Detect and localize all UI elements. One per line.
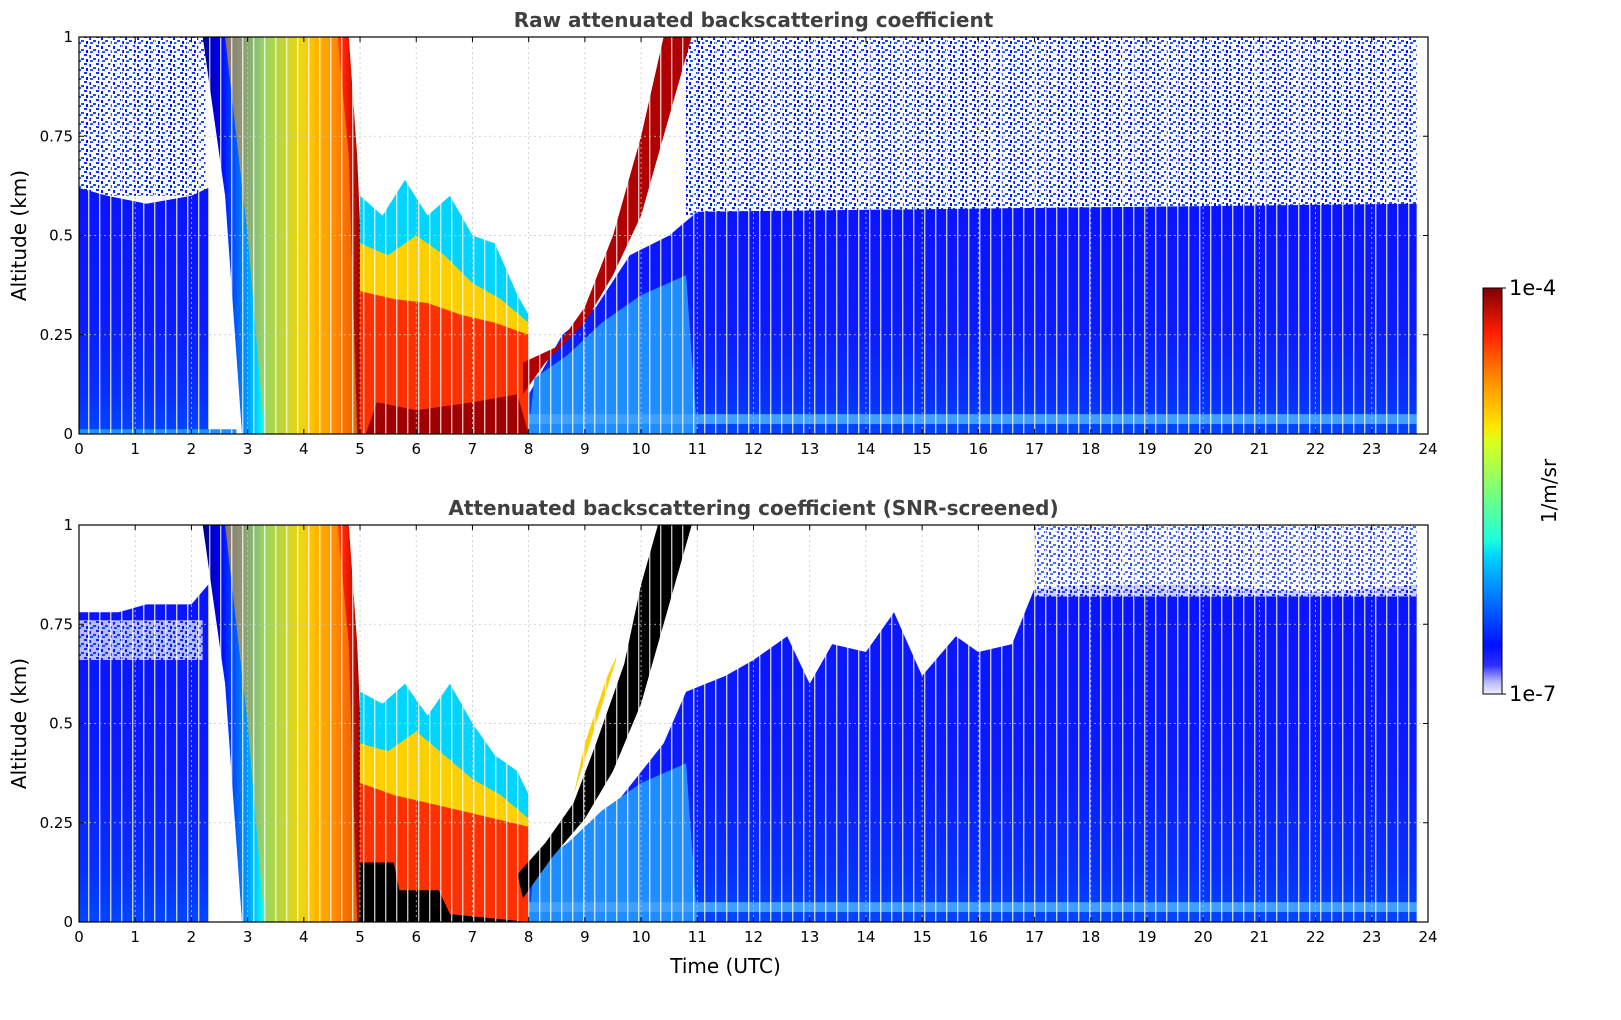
x-tick-label: 18 <box>1081 928 1100 946</box>
x-tick-label: 8 <box>524 440 534 458</box>
x-tick-label: 9 <box>580 440 590 458</box>
colorbar-min-label: 1e-7 <box>1509 682 1556 706</box>
x-tick-label: 24 <box>1418 440 1437 458</box>
x-tick-label: 24 <box>1418 928 1437 946</box>
x-tick-label: 11 <box>688 928 707 946</box>
x-tick-label: 10 <box>632 928 651 946</box>
y-tick-label: 1 <box>63 28 73 46</box>
grid <box>78 36 1429 435</box>
x-tick-label: 23 <box>1362 440 1381 458</box>
x-tick-label: 0 <box>74 440 84 458</box>
x-tick-label: 7 <box>468 928 478 946</box>
x-tick-label: 4 <box>299 440 309 458</box>
x-tick-label: 7 <box>468 440 478 458</box>
x-tick-label: 17 <box>1025 928 1044 946</box>
x-tick-label: 11 <box>688 440 707 458</box>
colorbar-max-label: 1e-4 <box>1509 276 1556 300</box>
y-tick-label: 0 <box>63 913 73 931</box>
x-tick-label: 1 <box>130 440 140 458</box>
x-tick-label: 15 <box>913 928 932 946</box>
x-tick-label: 18 <box>1081 440 1100 458</box>
x-tick-label: 3 <box>243 928 253 946</box>
x-tick-label: 19 <box>1137 440 1156 458</box>
colorbar: 1e-4 1e-7 1/m/sr <box>1482 276 1561 706</box>
panel-title: Raw attenuated backscattering coefficien… <box>514 8 994 32</box>
x-tick-label: 22 <box>1306 440 1325 458</box>
x-tick-label: 12 <box>744 928 763 946</box>
colorbar-unit-label: 1/m/sr <box>1537 458 1561 523</box>
y-tick-label: 0.5 <box>49 227 73 245</box>
x-tick-label: 20 <box>1194 440 1213 458</box>
x-tick-label: 4 <box>299 928 309 946</box>
x-tick-label: 1 <box>130 928 140 946</box>
x-tick-label: 16 <box>969 928 988 946</box>
y-tick-label: 1 <box>63 516 73 534</box>
colorbar-gradient <box>1482 287 1503 695</box>
x-tick-label: 19 <box>1137 928 1156 946</box>
y-axis-label: Altitude (km) <box>7 170 31 301</box>
x-tick-label: 12 <box>744 440 763 458</box>
y-tick-label: 0.25 <box>40 326 73 344</box>
x-tick-label: 14 <box>856 928 875 946</box>
x-axis-label: Time (UTC) <box>669 954 781 978</box>
x-tick-label: 13 <box>800 928 819 946</box>
panel-title: Attenuated backscattering coefficient (S… <box>448 496 1058 520</box>
x-tick-label: 6 <box>411 440 421 458</box>
y-tick-label: 0.25 <box>40 814 73 832</box>
x-tick-label: 20 <box>1194 928 1213 946</box>
y-tick-label: 0.75 <box>40 615 73 633</box>
y-tick-label: 0.5 <box>49 715 73 733</box>
y-tick-label: 0.75 <box>40 127 73 145</box>
x-tick-label: 13 <box>800 440 819 458</box>
x-tick-label: 2 <box>187 928 197 946</box>
panel-2: 0 1 2 3 4 5 6 7 8 9 10 11 12 13 14 15 16 17 18 19 20 21 22 23 24… <box>7 496 1438 978</box>
x-tick-label: 16 <box>969 440 988 458</box>
x-tick-label: 9 <box>580 928 590 946</box>
x-tick-label: 21 <box>1250 440 1269 458</box>
x-tick-label: 5 <box>355 928 365 946</box>
x-tick-label: 0 <box>74 928 84 946</box>
x-tick-label: 23 <box>1362 928 1381 946</box>
y-tick-label: 0 <box>63 425 73 443</box>
x-tick-label: 15 <box>913 440 932 458</box>
y-axis-label: Altitude (km) <box>7 658 31 789</box>
x-tick-label: 6 <box>411 928 421 946</box>
x-tick-label: 17 <box>1025 440 1044 458</box>
x-tick-label: 21 <box>1250 928 1269 946</box>
x-tick-label: 5 <box>355 440 365 458</box>
panel-1: 0 1 2 3 4 5 6 7 8 9 10 11 12 13 14 15 16 17 18 19 20 21 22 23 24… <box>7 8 1438 458</box>
x-tick-label: 14 <box>856 440 875 458</box>
x-tick-label: 10 <box>632 440 651 458</box>
x-tick-label: 2 <box>187 440 197 458</box>
x-tick-label: 8 <box>524 928 534 946</box>
x-tick-label: 3 <box>243 440 253 458</box>
x-tick-label: 22 <box>1306 928 1325 946</box>
